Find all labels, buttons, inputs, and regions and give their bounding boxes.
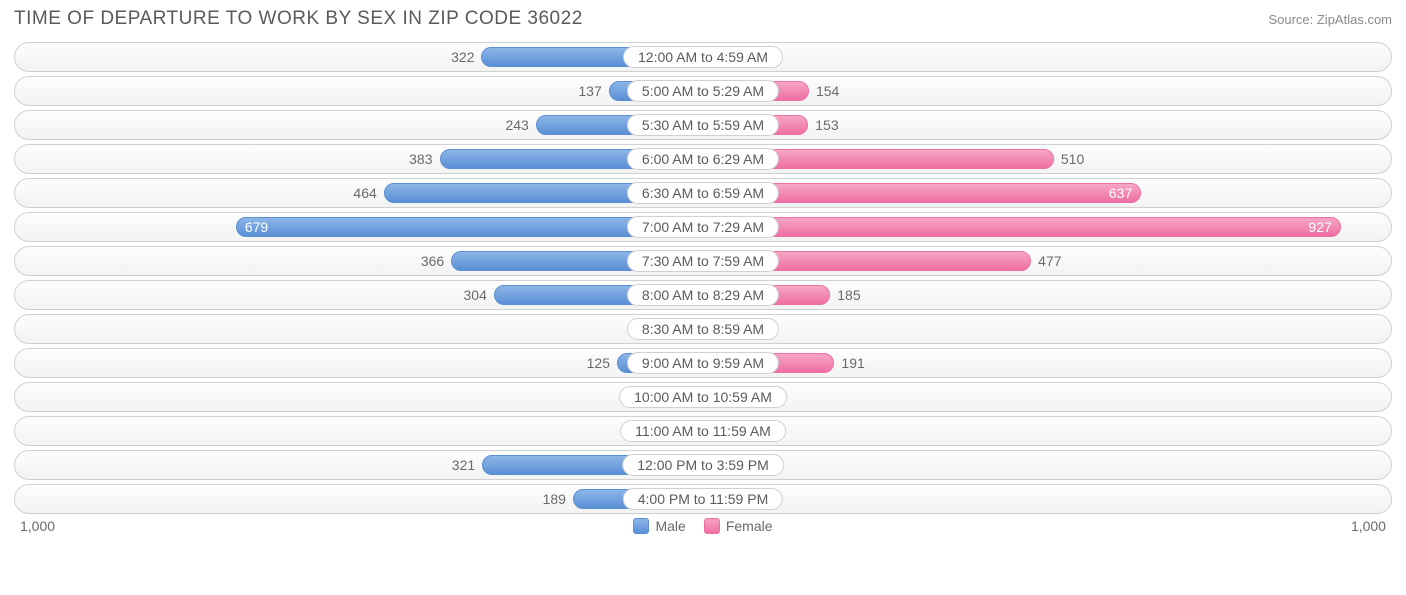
category-label: 12:00 PM to 3:59 PM xyxy=(622,454,784,476)
chart-row: 464 637 6:30 AM to 6:59 AM xyxy=(14,178,1392,208)
chart-row: 137 154 5:00 AM to 5:29 AM xyxy=(14,76,1392,106)
male-value: 366 xyxy=(421,253,452,269)
female-value: 927 xyxy=(1300,219,1339,235)
category-label: 11:00 AM to 11:59 AM xyxy=(620,420,786,442)
chart-row: 25911:00 AM to 11:59 AM xyxy=(14,416,1392,446)
male-value: 321 xyxy=(452,457,483,473)
butterfly-chart: 3223212:00 AM to 4:59 AM 137 154 5:00 AM to… xyxy=(14,42,1392,514)
chart-row: 3212412:00 PM to 3:59 PM xyxy=(14,450,1392,480)
category-label: 10:00 AM to 10:59 AM xyxy=(619,386,787,408)
male-value: 137 xyxy=(578,83,609,99)
female-value: 185 xyxy=(829,287,860,303)
male-value: 304 xyxy=(464,287,495,303)
male-value: 679 xyxy=(237,219,276,235)
female-swatch-icon xyxy=(704,518,720,534)
category-label: 8:00 AM to 8:29 AM xyxy=(627,284,779,306)
chart-row: 19010:00 AM to 10:59 AM xyxy=(14,382,1392,412)
chart-row: 243 153 5:30 AM to 5:59 AM xyxy=(14,110,1392,140)
male-value: 125 xyxy=(587,355,618,371)
male-value: 383 xyxy=(409,151,440,167)
legend-male-label: Male xyxy=(655,518,685,534)
category-label: 12:00 AM to 4:59 AM xyxy=(623,46,783,68)
category-label: 8:30 AM to 8:59 AM xyxy=(627,318,779,340)
axis-max-left: 1,000 xyxy=(20,518,55,534)
chart-row: 679 927 7:00 AM to 7:29 AM xyxy=(14,212,1392,242)
category-label: 5:30 AM to 5:59 AM xyxy=(627,114,779,136)
female-value: 510 xyxy=(1053,151,1084,167)
chart-title: TIME OF DEPARTURE TO WORK BY SEX IN ZIP … xyxy=(14,8,583,30)
chart-row: 189324:00 PM to 11:59 PM xyxy=(14,484,1392,514)
male-value: 243 xyxy=(505,117,536,133)
chart-row: 383 510 6:00 AM to 6:29 AM xyxy=(14,144,1392,174)
female-value: 191 xyxy=(833,355,864,371)
male-swatch-icon xyxy=(633,518,649,534)
male-value: 464 xyxy=(353,185,384,201)
female-value: 477 xyxy=(1030,253,1061,269)
category-label: 4:00 PM to 11:59 PM xyxy=(623,488,783,510)
category-label: 5:00 AM to 5:29 AM xyxy=(627,80,779,102)
female-value: 154 xyxy=(808,83,839,99)
chart-row: 68758:30 AM to 8:59 AM xyxy=(14,314,1392,344)
category-label: 7:00 AM to 7:29 AM xyxy=(627,216,779,238)
legend-male: Male xyxy=(633,518,685,534)
legend-female: Female xyxy=(704,518,773,534)
female-value: 153 xyxy=(807,117,838,133)
category-label: 9:00 AM to 9:59 AM xyxy=(627,352,779,374)
female-bar: 927 xyxy=(703,217,1341,237)
legend: Male Female xyxy=(633,518,772,534)
chart-row: 366 477 7:30 AM to 7:59 AM xyxy=(14,246,1392,276)
chart-row: 3223212:00 AM to 4:59 AM xyxy=(14,42,1392,72)
category-label: 6:30 AM to 6:59 AM xyxy=(627,182,779,204)
female-value: 637 xyxy=(1101,185,1140,201)
legend-female-label: Female xyxy=(726,518,773,534)
axis-max-right: 1,000 xyxy=(1351,518,1386,534)
chart-row: 304 185 8:00 AM to 8:29 AM xyxy=(14,280,1392,310)
source-attribution: Source: ZipAtlas.com xyxy=(1268,12,1392,27)
category-label: 6:00 AM to 6:29 AM xyxy=(627,148,779,170)
chart-row: 125 191 9:00 AM to 9:59 AM xyxy=(14,348,1392,378)
category-label: 7:30 AM to 7:59 AM xyxy=(627,250,779,272)
male-value: 189 xyxy=(543,491,574,507)
male-value: 322 xyxy=(451,49,482,65)
